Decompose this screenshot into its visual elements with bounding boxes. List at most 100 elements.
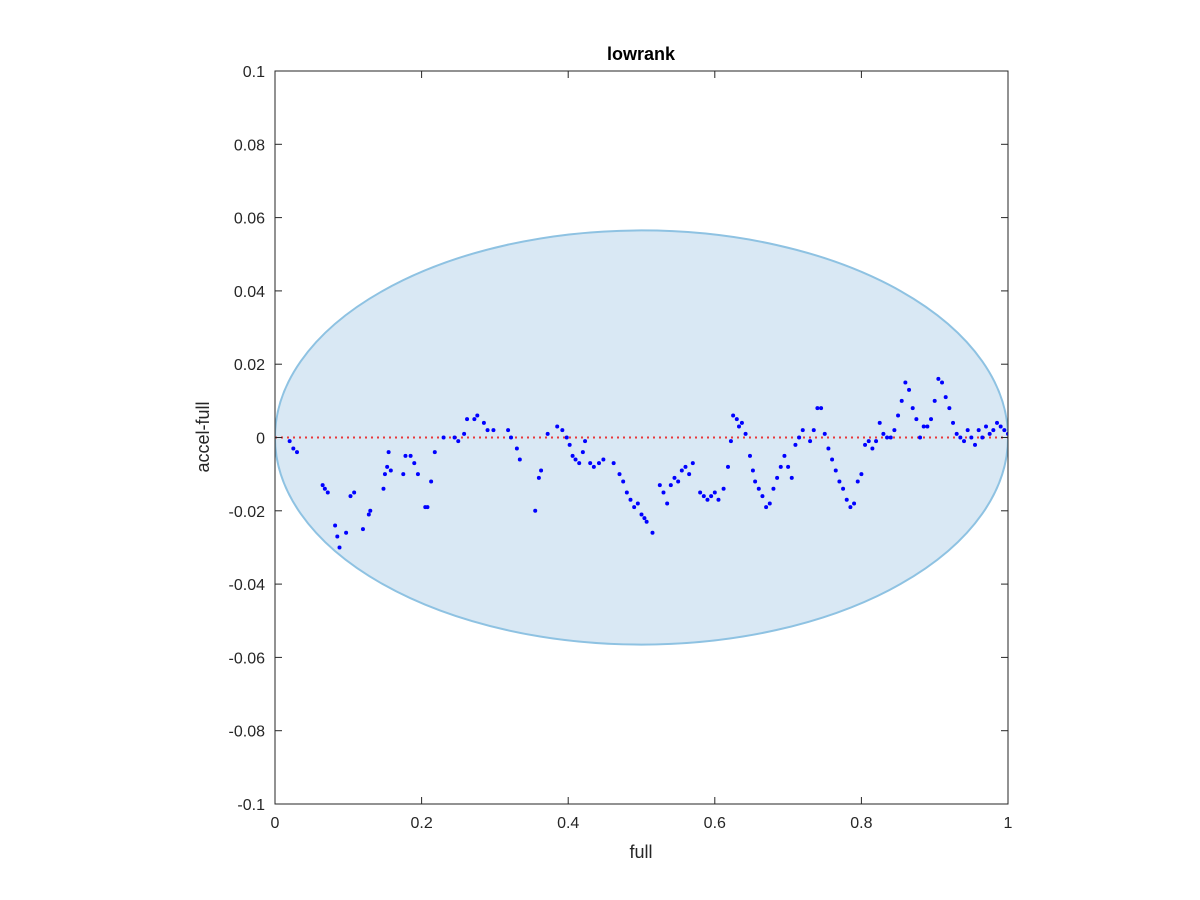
scatter-point bbox=[841, 486, 846, 491]
chart-title: lowrank bbox=[607, 44, 676, 64]
y-tick-label: 0.04 bbox=[234, 284, 265, 301]
scatter-point bbox=[570, 453, 575, 458]
y-tick-label: 0 bbox=[256, 431, 265, 448]
scatter-point bbox=[995, 420, 1000, 425]
scatter-point bbox=[969, 435, 974, 440]
scatter-point bbox=[808, 439, 813, 444]
scatter-point bbox=[679, 468, 684, 473]
scatter-point bbox=[611, 461, 616, 466]
scatter-point bbox=[728, 439, 733, 444]
scatter-point bbox=[844, 497, 849, 502]
scatter-point bbox=[932, 398, 937, 403]
scatter-point bbox=[874, 439, 879, 444]
scatter-point bbox=[940, 380, 945, 385]
scatter-point bbox=[750, 468, 755, 473]
scatter-point bbox=[415, 472, 420, 477]
scatter-point bbox=[987, 431, 992, 436]
scatter-point bbox=[907, 387, 912, 392]
y-tick-label: 0.02 bbox=[234, 357, 265, 374]
scatter-point bbox=[830, 457, 835, 462]
scatter-point bbox=[767, 501, 772, 506]
scatter-point bbox=[381, 486, 386, 491]
scatter-point bbox=[337, 545, 342, 550]
scatter-point bbox=[475, 413, 480, 418]
scatter-point bbox=[797, 435, 802, 440]
scatter-point bbox=[815, 406, 820, 411]
scatter-point bbox=[687, 472, 692, 477]
scatter-point bbox=[432, 450, 437, 455]
y-tick-label: 0.08 bbox=[234, 137, 265, 154]
scatter-point bbox=[412, 461, 417, 466]
x-tick-label: 0.4 bbox=[557, 815, 579, 832]
scatter-point bbox=[910, 406, 915, 411]
scatter-point bbox=[903, 380, 908, 385]
scatter-point bbox=[491, 428, 496, 433]
scatter-point bbox=[998, 424, 1003, 429]
scatter-point bbox=[991, 428, 996, 433]
scatter-point bbox=[793, 442, 798, 447]
scatter-point bbox=[596, 461, 601, 466]
scatter-point bbox=[914, 417, 919, 422]
scatter-point bbox=[962, 439, 967, 444]
scatter-point bbox=[947, 406, 952, 411]
scatter-point bbox=[747, 453, 752, 458]
scatter-point bbox=[335, 534, 340, 539]
y-tick-label: 0.1 bbox=[243, 64, 265, 81]
scatter-point bbox=[382, 472, 387, 477]
scatter-point bbox=[885, 435, 890, 440]
scatter-point bbox=[617, 472, 622, 477]
scatter-point bbox=[743, 431, 748, 436]
x-tick-label: 1 bbox=[1004, 815, 1013, 832]
scatter-point bbox=[425, 505, 430, 510]
scatter-point bbox=[819, 406, 824, 411]
scatter-point bbox=[980, 435, 985, 440]
scatter-point bbox=[775, 475, 780, 480]
scatter-point bbox=[642, 516, 647, 521]
scatter-point bbox=[709, 494, 714, 499]
scatter-point bbox=[683, 464, 688, 469]
scatter-point bbox=[517, 457, 522, 462]
scatter-point bbox=[899, 398, 904, 403]
scatter-point bbox=[639, 512, 644, 517]
scatter-point bbox=[786, 464, 791, 469]
scatter-point bbox=[866, 439, 871, 444]
scatter-point bbox=[852, 501, 857, 506]
y-tick-label: 0.06 bbox=[234, 211, 265, 228]
scatter-point bbox=[621, 479, 626, 484]
scatter-point bbox=[386, 450, 391, 455]
scatter-point bbox=[888, 435, 893, 440]
scatter-point bbox=[485, 428, 490, 433]
x-tick-label: 0.8 bbox=[850, 815, 872, 832]
y-axis-ticks: -0.1 -0.08 -0.06 -0.04 -0.02 0 0.02 0.04 0.06 0.0… bbox=[229, 64, 1008, 814]
scatter-point bbox=[539, 468, 544, 473]
scatter-point bbox=[951, 420, 956, 425]
scatter-points bbox=[287, 376, 1008, 550]
scatter-point bbox=[739, 420, 744, 425]
scatter-point bbox=[291, 446, 296, 451]
scatter-point bbox=[973, 442, 978, 447]
scatter-point bbox=[1002, 428, 1007, 433]
scatter-point bbox=[401, 472, 406, 477]
scatter-point bbox=[734, 417, 739, 422]
scatter-point bbox=[833, 468, 838, 473]
scatter-point bbox=[892, 428, 897, 433]
scatter-point bbox=[560, 428, 565, 433]
scatter-point bbox=[984, 424, 989, 429]
scatter-point bbox=[344, 530, 349, 535]
scatter-point bbox=[583, 439, 588, 444]
scatter-point bbox=[333, 523, 338, 528]
scatter-point bbox=[628, 497, 633, 502]
scatter-point bbox=[676, 479, 681, 484]
scatter-point bbox=[429, 479, 434, 484]
scatter-point bbox=[698, 490, 703, 495]
scatter-point bbox=[958, 435, 963, 440]
scatter-point bbox=[509, 435, 514, 440]
scatter-point bbox=[348, 494, 353, 499]
scatter-point bbox=[943, 395, 948, 400]
scatter-point bbox=[896, 413, 901, 418]
scatter-point bbox=[657, 483, 662, 488]
scatter-point bbox=[481, 420, 486, 425]
scatter-point bbox=[555, 424, 560, 429]
scatter-point bbox=[936, 376, 941, 381]
y-tick-label: -0.02 bbox=[229, 504, 266, 521]
